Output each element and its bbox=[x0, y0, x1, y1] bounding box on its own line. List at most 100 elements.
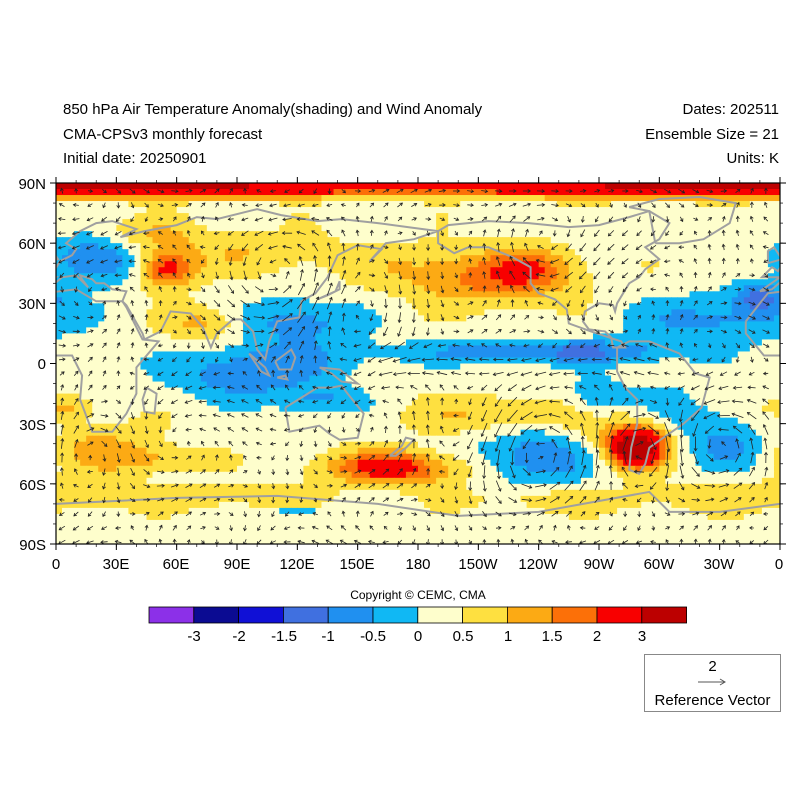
wind-vector bbox=[450, 371, 461, 375]
wind-vector bbox=[481, 343, 488, 348]
wind-vector bbox=[115, 188, 122, 194]
wind-vector bbox=[313, 325, 319, 337]
wind-vector bbox=[130, 202, 135, 209]
wind-vector bbox=[228, 343, 235, 348]
wind-vector bbox=[311, 525, 319, 530]
wind-vector bbox=[311, 203, 319, 208]
wind-vector bbox=[228, 512, 234, 516]
wind-vector bbox=[520, 424, 533, 435]
wind-vector bbox=[200, 300, 206, 307]
wind-vector bbox=[326, 470, 333, 474]
wind-vector bbox=[636, 189, 643, 194]
wind-vector bbox=[595, 464, 600, 479]
wind-vector bbox=[397, 424, 402, 434]
wind-vector bbox=[595, 202, 599, 208]
wind-vector bbox=[706, 315, 713, 320]
wind-vector bbox=[212, 399, 221, 404]
wind-vector bbox=[720, 287, 727, 292]
wind-vector bbox=[454, 272, 459, 279]
wind-vector bbox=[384, 230, 388, 236]
wind-vector bbox=[467, 452, 473, 464]
y-tick-label: 90N bbox=[18, 176, 46, 193]
wind-vector bbox=[510, 299, 515, 307]
wind-vector bbox=[665, 202, 670, 208]
wind-vector bbox=[271, 511, 275, 518]
wind-vector bbox=[326, 399, 333, 404]
wind-vector bbox=[355, 243, 360, 251]
wind-vector bbox=[270, 384, 276, 391]
wind-vector bbox=[762, 301, 770, 306]
wind-vector bbox=[130, 356, 135, 362]
wind-vector bbox=[355, 497, 361, 503]
wind-vector bbox=[735, 511, 741, 517]
wind-vector bbox=[718, 483, 730, 488]
wind-vector bbox=[340, 455, 348, 460]
wind-vector bbox=[440, 525, 445, 532]
wind-vector bbox=[214, 258, 219, 266]
wind-vector bbox=[538, 455, 544, 460]
wind-vector bbox=[608, 409, 615, 422]
wind-vector bbox=[102, 511, 106, 518]
wind-vector bbox=[651, 314, 656, 320]
wind-vector bbox=[481, 450, 487, 466]
wind-vector bbox=[579, 526, 586, 530]
wind-vector bbox=[678, 481, 685, 491]
wind-vector bbox=[693, 525, 699, 531]
wind-vector bbox=[341, 413, 346, 419]
wind-vector bbox=[228, 243, 234, 251]
wind-vector bbox=[551, 540, 558, 544]
wind-vector bbox=[186, 328, 191, 335]
wind-vector bbox=[440, 511, 445, 518]
wind-vector bbox=[354, 455, 362, 460]
wind-vector bbox=[649, 259, 657, 264]
wind-vector bbox=[88, 286, 93, 292]
wind-vector bbox=[651, 511, 656, 517]
wind-vector bbox=[425, 410, 430, 421]
wind-vector bbox=[327, 356, 332, 363]
wind-vector bbox=[637, 384, 641, 391]
wind-vector bbox=[510, 314, 516, 321]
wind-vector bbox=[749, 437, 754, 450]
wind-vector bbox=[721, 441, 726, 446]
wind-vector bbox=[72, 343, 81, 348]
wind-vector bbox=[691, 410, 700, 422]
wind-vector bbox=[157, 497, 165, 502]
wind-vector bbox=[623, 300, 627, 307]
wind-vector bbox=[72, 203, 79, 207]
wind-vector bbox=[549, 385, 560, 390]
wind-vector bbox=[253, 301, 266, 307]
wind-vector bbox=[368, 483, 376, 489]
wind-vector bbox=[707, 525, 712, 531]
wind-vector bbox=[763, 273, 769, 278]
wind-vector bbox=[157, 470, 165, 474]
wind-vector bbox=[378, 371, 393, 377]
wind-vector bbox=[426, 298, 431, 309]
wind-vector bbox=[200, 230, 205, 236]
wind-vector bbox=[426, 313, 431, 323]
wind-vector bbox=[102, 202, 106, 209]
wind-vector bbox=[213, 497, 221, 502]
wind-vector bbox=[311, 539, 319, 544]
wind-vector bbox=[114, 259, 122, 264]
x-tick-label: 150E bbox=[339, 556, 374, 573]
wind-vector bbox=[271, 469, 276, 476]
wind-vector bbox=[423, 343, 433, 349]
wind-vector bbox=[762, 371, 769, 376]
wind-vector bbox=[665, 496, 670, 504]
wind-vector bbox=[101, 328, 108, 334]
wind-vector bbox=[537, 329, 545, 334]
wind-vector bbox=[605, 357, 616, 362]
x-tick-label: 90W bbox=[584, 556, 616, 573]
wind-vector bbox=[368, 328, 375, 336]
wind-vector bbox=[721, 229, 726, 236]
wind-vector bbox=[270, 525, 276, 531]
wind-vector bbox=[130, 412, 135, 420]
wind-vector bbox=[283, 399, 291, 404]
colorbar-label: 0.5 bbox=[453, 628, 474, 645]
wind-vector bbox=[425, 453, 430, 462]
wind-vector bbox=[536, 511, 546, 516]
temperature-anomaly-shading bbox=[56, 183, 780, 544]
wind-vector bbox=[186, 440, 191, 446]
wind-vector bbox=[691, 467, 700, 477]
wind-vector bbox=[452, 454, 460, 461]
